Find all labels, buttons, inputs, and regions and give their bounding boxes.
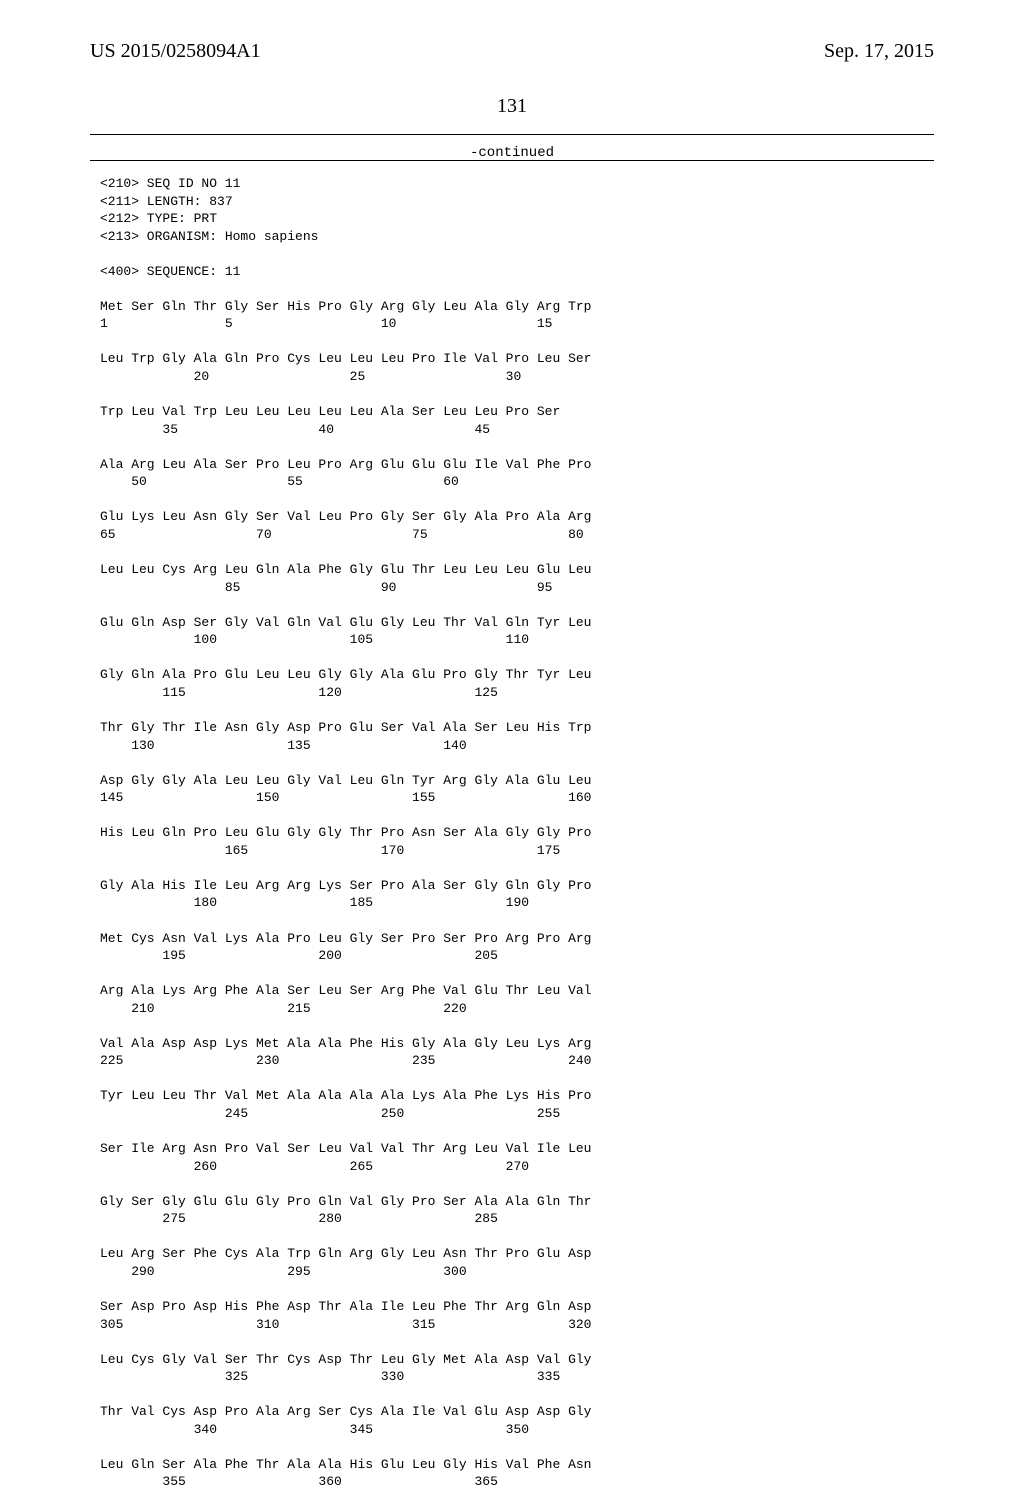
rule-top — [90, 134, 934, 135]
page-number: 131 — [0, 95, 1024, 118]
publication-date: Sep. 17, 2015 — [824, 40, 934, 63]
publication-number: US 2015/0258094A1 — [90, 40, 261, 63]
continued-label: -continued — [0, 145, 1024, 161]
sequence-listing: <210> SEQ ID NO 11 <211> LENGTH: 837 <21… — [100, 175, 599, 1509]
rule-bot — [90, 160, 934, 161]
